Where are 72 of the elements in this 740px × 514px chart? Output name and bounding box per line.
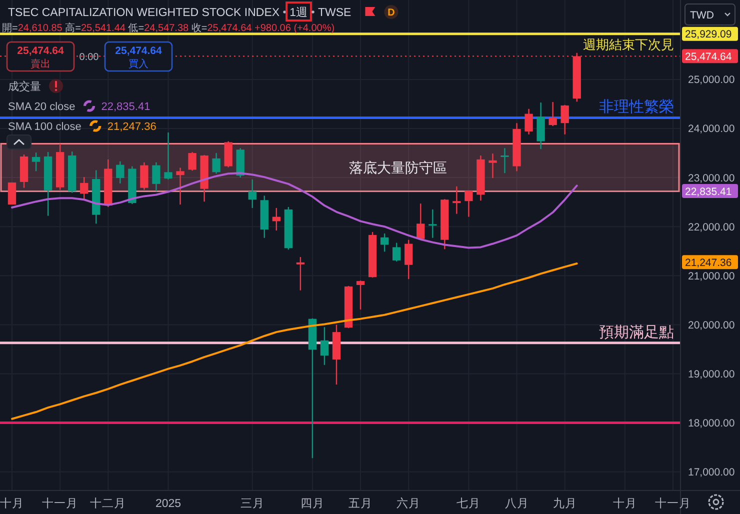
y-tick-label: 17,000.00 [688,466,735,479]
candlestick [164,132,172,180]
x-tick-label: 九月 [552,497,577,510]
text: 開=24,610.85 高=25,541.44 低=24,547.38 收=25,474.64 +980.06 (+4.00%) [2,22,335,34]
candlestick [212,152,220,174]
annotation: 0.00 [79,52,100,63]
x-tick-label: 七月 [456,497,481,510]
candlestick [452,186,461,214]
annotation: 買入 [128,58,148,70]
candlestick [188,151,196,172]
annotation: D [388,8,395,18]
annotation: TWSE [318,7,352,19]
x-tick-label: 六月 [396,496,421,510]
ref-line-label: 非理性繁榮 [599,98,674,116]
candlestick [116,160,124,184]
annotation: 21,247.36 [107,121,156,133]
text: 22,835.41 [685,186,732,198]
candlestick [380,232,389,252]
candlestick [356,280,365,310]
ref-line-label: 預期滿足點 [599,324,674,341]
annotation: 25,474.64 [115,45,162,57]
ref-line-label: 週期結束下次見 [583,36,674,52]
candlestick [176,167,184,206]
annotation: 1週 [290,6,308,19]
y-tick-label: 20,000.00 [688,319,735,332]
candlestick [464,190,473,218]
x-tick-label: 十月 [0,497,24,510]
candlestick [428,208,437,238]
text: 25,929.09 [685,28,732,41]
candlestick [524,108,533,135]
line-series [11,262,578,420]
y-tick-label: 25,000.00 [688,74,735,86]
candlestick [404,239,413,280]
candlestick [500,148,509,174]
y-tick-label: 18,000.00 [688,418,735,430]
text: TSEC CAPITALIZATION WEIGHTED STOCK INDEX [8,7,280,19]
x-tick-label: 十一月 [655,497,691,510]
annotation: 成交量 [8,80,41,93]
candlestick [248,178,256,209]
candlestick [560,104,569,135]
y-tick-label: 24,000.00 [688,123,735,136]
x-tick-label: 十一月 [42,497,78,510]
x-tick-label: 三月 [240,497,264,510]
band-label: 落底大量防守區 [348,160,447,176]
y-tick-label: 21,000.00 [688,270,735,282]
x-tick-label: 十二月 [90,497,126,510]
candlestick [416,202,425,240]
candlestick [392,242,401,262]
text: TWD [690,10,714,22]
candlestick [320,326,329,366]
annotation: 賣出 [30,58,50,70]
y-tick-label: 19,000.00 [688,368,735,380]
x-tick-label: 2025 [155,498,182,510]
candlestick [488,152,497,179]
candlestick [80,176,88,200]
candlestick [152,162,160,192]
x-tick-label: 八月 [504,497,529,510]
candlestick [140,162,148,190]
annotation: 22,835.41 [101,101,150,113]
candlestick [296,256,305,291]
legend-label: SMA 100 close [8,121,82,133]
y-tick-label: 22,000.00 [688,221,735,234]
legend-label: SMA 20 close [8,101,76,113]
y-tick-label: 23,000.00 [688,172,735,184]
x-tick-label: 十月 [612,497,637,510]
candlestick [32,152,40,172]
text: 25,474.64 [685,50,732,63]
candlestick [548,101,557,127]
annotation: 25,474.64 [17,45,64,57]
x-tick-label: 四月 [300,497,324,510]
text: 21,247.36 [685,256,732,269]
x-tick-label: 五月 [348,497,373,510]
